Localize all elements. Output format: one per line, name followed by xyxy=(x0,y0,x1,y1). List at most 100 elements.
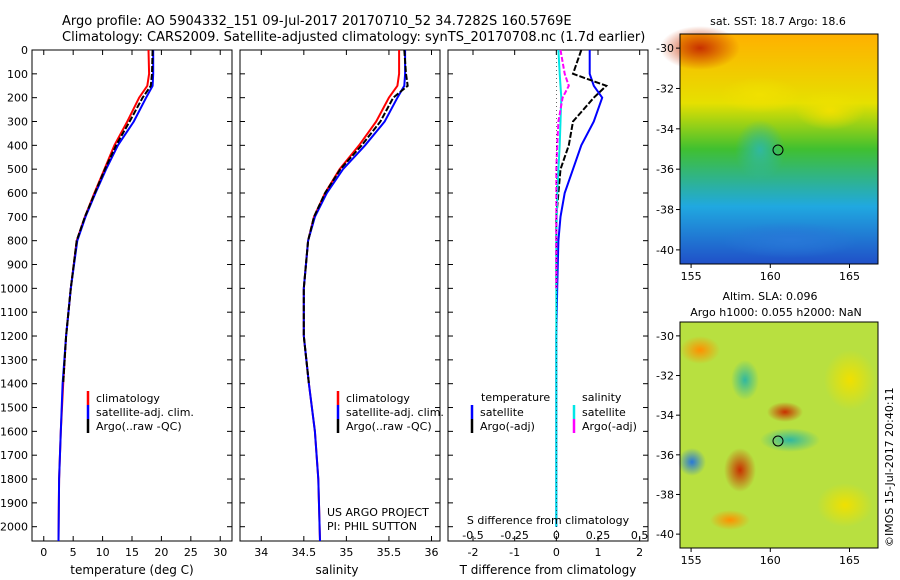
depth-tick-label: 800 xyxy=(7,235,28,248)
salinity-profiles xyxy=(302,49,409,542)
t-difference-axis-label: T difference from climatology xyxy=(459,563,637,577)
depth-tick-label: 200 xyxy=(7,92,28,105)
lat-tick-label: -38 xyxy=(656,488,674,501)
depth-tick-label: 1500 xyxy=(0,402,28,415)
sla-anomaly-patch xyxy=(767,402,803,422)
x-tick-label: 34.5 xyxy=(292,546,317,559)
x-tick-label: 0 xyxy=(553,546,560,559)
legend-satellite-label: satellite-adj. clim. xyxy=(96,406,194,419)
difference-axis-ticks: -2 -1 0 1 2 xyxy=(468,50,643,559)
depth-tick-label: 1600 xyxy=(0,425,28,438)
lon-tick-label: 160 xyxy=(760,554,781,567)
legend-climatology-label: climatology xyxy=(96,392,160,405)
x-tick-label: 35.5 xyxy=(377,546,402,559)
depth-tick-label: 1700 xyxy=(0,449,28,462)
sla-map-title-line1: Altim. SLA: 0.096 xyxy=(722,290,817,303)
lat-tick-label: -32 xyxy=(656,82,674,95)
difference-legend: temperature salinity satellite Argo(-adj… xyxy=(470,391,637,433)
lat-tick-label: -38 xyxy=(656,204,674,217)
series-line-argo-raw-qc xyxy=(62,49,154,384)
sla-anomaly-patch xyxy=(678,448,706,476)
s-diff-tick-label: 0.5 xyxy=(631,529,649,542)
depth-tick-label: 900 xyxy=(7,259,28,272)
depth-tick-label: 100 xyxy=(7,68,28,81)
sst-map-axes: -30 -32 -34 -36 -38 -40 155 160 165 xyxy=(656,42,860,283)
figure-title-line1: Argo profile: AO 5904332_151 09-Jul-2017… xyxy=(62,14,572,29)
depth-tick-label: 0 xyxy=(21,44,28,57)
sla-map xyxy=(678,321,879,549)
argo-float-marker xyxy=(772,144,784,156)
sla-anomaly-patch xyxy=(817,483,873,527)
temperature-axis-label: temperature (deg C) xyxy=(70,563,193,577)
sst-yellow-patch xyxy=(795,90,865,130)
sst-green-patch xyxy=(735,120,785,180)
series-line-salinity-argo-adj xyxy=(555,49,570,289)
sla-anomaly-patch xyxy=(724,448,756,492)
depth-tick-label: 1900 xyxy=(0,497,28,510)
x-tick-label: 35 xyxy=(339,546,353,559)
legend-temp-argo-label: Argo(-adj) xyxy=(480,420,535,433)
s-diff-tick-label: -0.5 xyxy=(462,529,483,542)
lon-tick-label: 155 xyxy=(681,270,702,283)
sla-anomaly-patch xyxy=(731,360,759,400)
x-tick-label: 10 xyxy=(96,546,110,559)
temperature-profiles xyxy=(57,49,155,542)
sla-anomaly-patch xyxy=(710,510,750,530)
s-diff-tick-label: 0 xyxy=(553,529,560,542)
x-tick-label: 30 xyxy=(213,546,227,559)
legend-climatology-label: climatology xyxy=(346,392,410,405)
legend-argo-label: Argo(..raw -QC) xyxy=(96,420,182,433)
lon-tick-label: 155 xyxy=(681,554,702,567)
depth-tick-label: 300 xyxy=(7,116,28,129)
legend-temperature-heading: temperature xyxy=(481,391,550,404)
salinity-axis-ticks: 34 34.5 35 35.5 36 xyxy=(254,50,438,559)
salinity-panel-frame xyxy=(239,49,441,542)
temperature-legend: climatology satellite-adj. clim. Argo(..… xyxy=(86,391,194,433)
salinity-legend: climatology satellite-adj. clim. Argo(..… xyxy=(336,391,444,433)
sst-yellow-patch xyxy=(720,77,800,113)
project-credit: US ARGO PROJECT xyxy=(327,506,429,519)
series-line-argo-raw-qc xyxy=(302,49,409,384)
series-line-salinity-satellite xyxy=(555,49,563,527)
depth-tick-label: 500 xyxy=(7,163,28,176)
x-tick-label: 25 xyxy=(184,546,198,559)
difference-panel-frame xyxy=(447,49,649,542)
sst-map-frame xyxy=(679,33,879,265)
lat-tick-label: -40 xyxy=(656,528,674,541)
legend-argo-label: Argo(..raw -QC) xyxy=(346,420,432,433)
depth-tick-label: 700 xyxy=(7,211,28,224)
argo-float-marker xyxy=(772,435,784,447)
lon-tick-label: 165 xyxy=(839,554,860,567)
lat-tick-label: -40 xyxy=(656,244,674,257)
lat-tick-label: -34 xyxy=(656,409,674,422)
sla-map-title-line2: Argo h1000: 0.055 h2000: NaN xyxy=(690,306,862,319)
salinity-axis-label: salinity xyxy=(315,563,358,577)
depth-tick-label: 1300 xyxy=(0,354,28,367)
depth-axis: 0 100 200 300 400 500 600 700 800 900 1000 1100 1200… xyxy=(0,44,648,534)
s-diff-tick-label: -0.25 xyxy=(500,529,528,542)
depth-tick-label: 1000 xyxy=(0,282,28,295)
legend-sal-argo-label: Argo(-adj) xyxy=(582,420,637,433)
x-tick-label: 15 xyxy=(125,546,139,559)
legend-sal-satellite-label: satellite xyxy=(582,406,626,419)
temperature-panel-frame xyxy=(31,49,233,542)
lon-tick-label: 165 xyxy=(839,270,860,283)
lat-tick-label: -30 xyxy=(656,330,674,343)
s-diff-tick-label: 0.25 xyxy=(586,529,611,542)
sst-cold-patch xyxy=(720,222,860,258)
sst-map-title: sat. SST: 18.7 Argo: 18.6 xyxy=(710,15,846,28)
x-tick-label: 2 xyxy=(636,546,643,559)
sla-map-axes: -30 -32 -34 -36 -38 -40 155 160 165 xyxy=(656,330,860,567)
depth-tick-label: 1200 xyxy=(0,330,28,343)
s-difference-axis-label: S difference from climatology xyxy=(467,514,630,527)
x-tick-label: 20 xyxy=(154,546,168,559)
legend-temp-satellite-label: satellite xyxy=(480,406,524,419)
sla-map-frame xyxy=(679,321,879,549)
sla-anomaly-patch xyxy=(760,428,820,452)
x-tick-label: 0 xyxy=(40,546,47,559)
x-tick-label: 36 xyxy=(424,546,438,559)
lat-tick-label: -34 xyxy=(656,123,674,136)
temperature-axis-ticks: 0 5 10 15 20 25 30 xyxy=(40,50,227,559)
depth-tick-label: 600 xyxy=(7,187,28,200)
